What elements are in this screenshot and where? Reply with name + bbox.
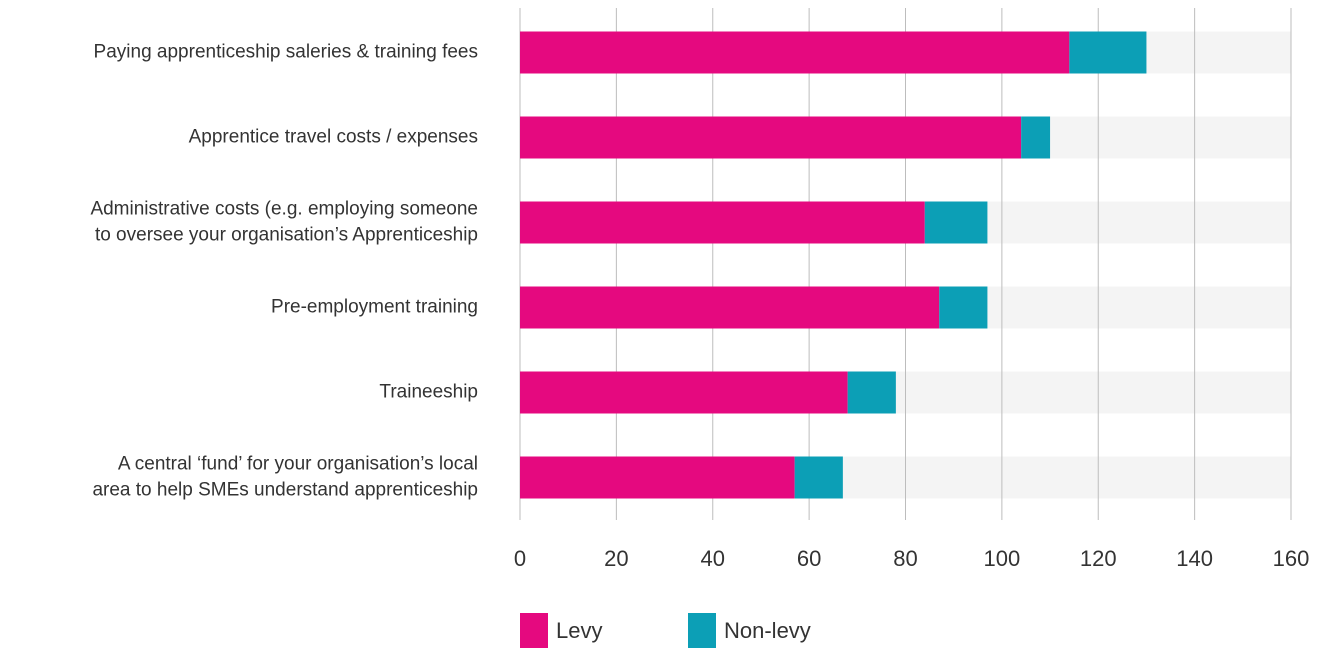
category-label: Apprentice travel costs / expenses xyxy=(189,127,478,148)
legend-swatch xyxy=(520,613,548,648)
bar-segment xyxy=(1069,31,1147,74)
legend-label: Non-levy xyxy=(724,618,811,643)
bar-segment xyxy=(520,201,925,244)
category-label-line: A central ‘fund’ for your organisation’s… xyxy=(118,454,478,475)
x-tick-label: 0 xyxy=(514,546,526,571)
bar-segment xyxy=(847,371,896,414)
x-tick-label: 160 xyxy=(1273,546,1310,571)
x-tick-label: 80 xyxy=(893,546,917,571)
category-label: A central ‘fund’ for your organisation’s… xyxy=(92,454,478,501)
category-label: Paying apprenticeship saleries & trainin… xyxy=(94,42,478,63)
category-label-line: Paying apprenticeship saleries & trainin… xyxy=(94,42,478,63)
bar-segment xyxy=(520,286,940,329)
category-label-line: to oversee your organisation’s Apprentic… xyxy=(95,225,478,246)
category-label-line: Apprentice travel costs / expenses xyxy=(189,127,478,148)
legend-swatch xyxy=(688,613,716,648)
x-tick-label: 100 xyxy=(984,546,1021,571)
x-tick-label: 140 xyxy=(1176,546,1213,571)
category-label: Traineeship xyxy=(379,382,478,403)
bar-segment xyxy=(924,201,988,244)
bar-segment xyxy=(794,456,843,499)
category-label: Pre-employment training xyxy=(271,297,478,318)
bar-segment xyxy=(1021,116,1051,159)
category-label-line: Administrative costs (e.g. employing som… xyxy=(90,199,478,220)
x-tick-label: 120 xyxy=(1080,546,1117,571)
legend-label: Levy xyxy=(556,618,602,643)
x-tick-label: 40 xyxy=(701,546,725,571)
category-label: Administrative costs (e.g. employing som… xyxy=(90,199,478,246)
x-tick-label: 20 xyxy=(604,546,628,571)
bar-segment xyxy=(520,31,1070,74)
bar-segment xyxy=(939,286,988,329)
category-label-line: Traineeship xyxy=(379,382,478,403)
bar-segment xyxy=(520,371,848,414)
category-label-line: Pre-employment training xyxy=(271,297,478,318)
x-tick-label: 60 xyxy=(797,546,821,571)
bar-segment xyxy=(520,116,1022,159)
category-label-line: area to help SMEs understand apprentices… xyxy=(92,480,478,501)
bar-segment xyxy=(520,456,795,499)
